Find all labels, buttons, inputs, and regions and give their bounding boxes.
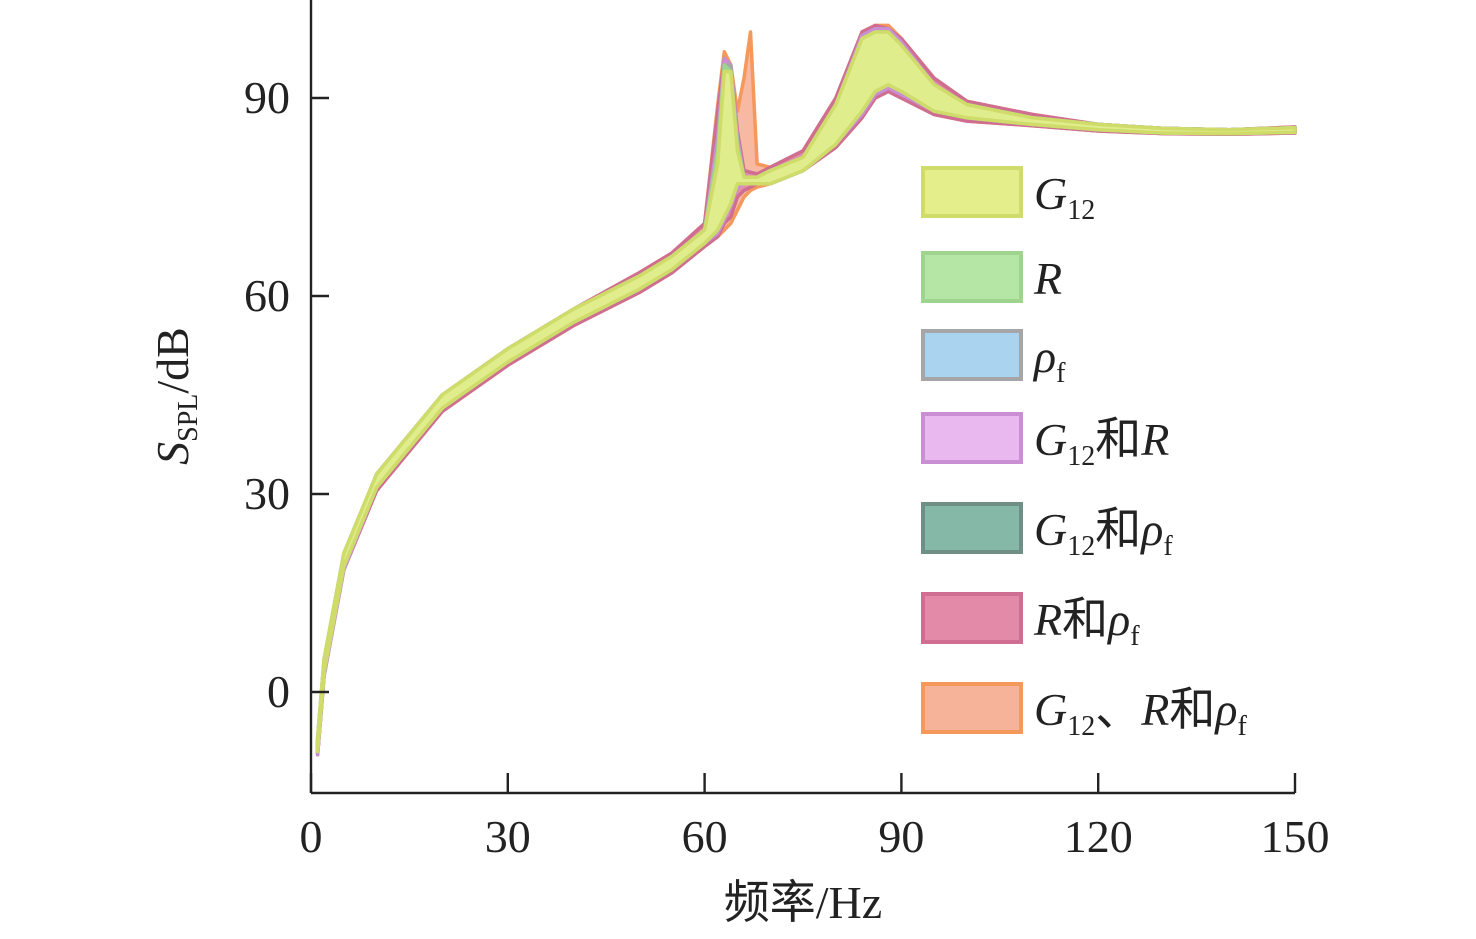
legend-swatch [921, 412, 1023, 464]
legend-label: R [1033, 253, 1062, 304]
legend-label: G12、R和ρf [1034, 684, 1247, 742]
y-axis-label: SSPL/dB [147, 327, 204, 465]
x-tick-label: 90 [878, 811, 924, 862]
legend-swatch [921, 682, 1023, 734]
axes [309, 0, 1295, 795]
legend-label: G12 [1034, 168, 1095, 226]
x-ticks: 0 30 60 90 120 150 [300, 773, 1330, 862]
legend-label: G12和ρf [1034, 504, 1173, 562]
x-axis-label: 频率/Hz [724, 877, 882, 928]
legend-item-4: G12和R [921, 412, 1169, 472]
x-tick-label: 150 [1261, 811, 1330, 862]
legend-label: ρf [1032, 331, 1066, 389]
y-axis-label-unit: /dB [147, 327, 198, 393]
y-axis-label-main: S [147, 442, 198, 465]
legend-item-3: ρf [921, 329, 1066, 389]
legend-item-7: G12、R和ρf [921, 682, 1247, 742]
legend-item-2: R [921, 251, 1062, 304]
y-tick-label: 90 [244, 72, 290, 123]
legend-label: G12和R [1034, 414, 1169, 472]
legend-swatch [921, 251, 1023, 303]
legend-label: R和ρf [1033, 594, 1140, 652]
svg-text:SSPL/dB: SSPL/dB [147, 327, 204, 465]
y-axis-label-sub: SPL [173, 394, 204, 442]
legend-swatch [921, 166, 1023, 218]
x-tick-label: 30 [485, 811, 531, 862]
legend-item-1: G12 [921, 166, 1095, 226]
legend-swatch [921, 329, 1023, 381]
legend-item-5: G12和ρf [921, 502, 1173, 562]
legend-swatch [921, 502, 1023, 554]
y-tick-label: 30 [244, 468, 290, 519]
x-tick-label: 60 [682, 811, 728, 862]
x-tick-label: 0 [300, 811, 323, 862]
legend: G12 Rρf G12和R G12和ρf R和ρf G12、R和ρf [921, 166, 1247, 742]
legend-item-6: R和ρf [921, 592, 1140, 652]
band-1 [315, 30, 1297, 754]
series-bands [315, 23, 1297, 757]
y-ticks: 0 30 60 90 [244, 72, 329, 717]
x-tick-label: 120 [1064, 811, 1133, 862]
legend-swatch [921, 592, 1023, 644]
y-tick-label: 60 [244, 270, 290, 321]
y-tick-label: 0 [267, 666, 290, 717]
